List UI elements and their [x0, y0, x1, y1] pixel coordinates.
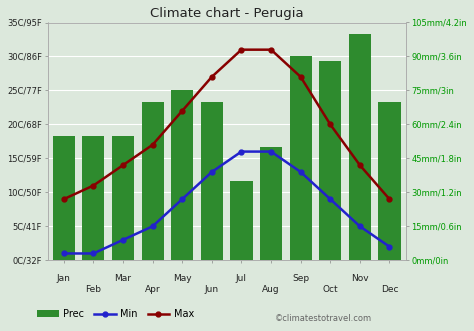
Bar — [319, 61, 341, 260]
Text: Oct: Oct — [322, 285, 338, 294]
Text: Aug: Aug — [262, 285, 280, 294]
Text: Dec: Dec — [381, 285, 398, 294]
Bar — [260, 147, 282, 260]
Bar — [171, 90, 193, 260]
Text: Apr: Apr — [145, 285, 160, 294]
Bar — [112, 136, 134, 260]
Bar — [53, 136, 75, 260]
Text: Jan: Jan — [57, 274, 71, 283]
Text: Feb: Feb — [85, 285, 101, 294]
Bar — [82, 136, 104, 260]
Legend: Prec, Min, Max: Prec, Min, Max — [33, 305, 198, 323]
Bar — [201, 102, 223, 260]
Title: Climate chart - Perugia: Climate chart - Perugia — [150, 7, 303, 20]
Text: May: May — [173, 274, 191, 283]
Text: ©climatestotravel.com: ©climatestotravel.com — [275, 314, 372, 323]
Bar — [349, 34, 371, 260]
Text: Nov: Nov — [351, 274, 369, 283]
Text: Jul: Jul — [236, 274, 247, 283]
Text: Mar: Mar — [115, 274, 131, 283]
Bar — [378, 102, 401, 260]
Bar — [230, 181, 253, 260]
Bar — [290, 57, 312, 260]
Text: Sep: Sep — [292, 274, 309, 283]
Bar — [142, 102, 164, 260]
Text: Jun: Jun — [205, 285, 219, 294]
